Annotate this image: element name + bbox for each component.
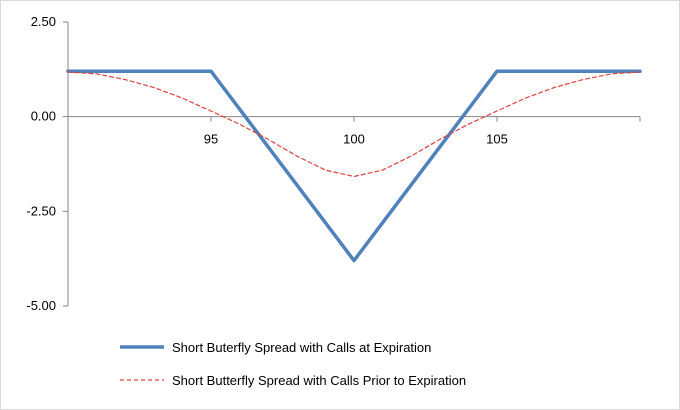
y-tick-label: 0.00 <box>31 109 56 124</box>
y-tick-label: -5.00 <box>26 298 56 313</box>
x-axis: 95 100 105 <box>68 116 641 147</box>
series-layer <box>66 69 642 263</box>
y-tick-label: 2.50 <box>31 14 56 29</box>
y-axis: 2.50 0.00 -2.50 -5.00 <box>26 14 69 313</box>
x-tick-label: 100 <box>343 132 365 147</box>
legend: Short Buterfly Spread with Calls at Expi… <box>120 340 466 388</box>
y-tick-label: -2.50 <box>26 203 56 218</box>
x-tick-label: 95 <box>204 132 218 147</box>
series-line-at-expiration <box>66 69 642 263</box>
legend-label: Short Butterfly Spread with Calls Prior … <box>172 373 466 388</box>
legend-label: Short Buterfly Spread with Calls at Expi… <box>172 340 431 355</box>
x-tick-label: 105 <box>486 132 508 147</box>
series-line-prior-to-expiration <box>67 71 641 178</box>
